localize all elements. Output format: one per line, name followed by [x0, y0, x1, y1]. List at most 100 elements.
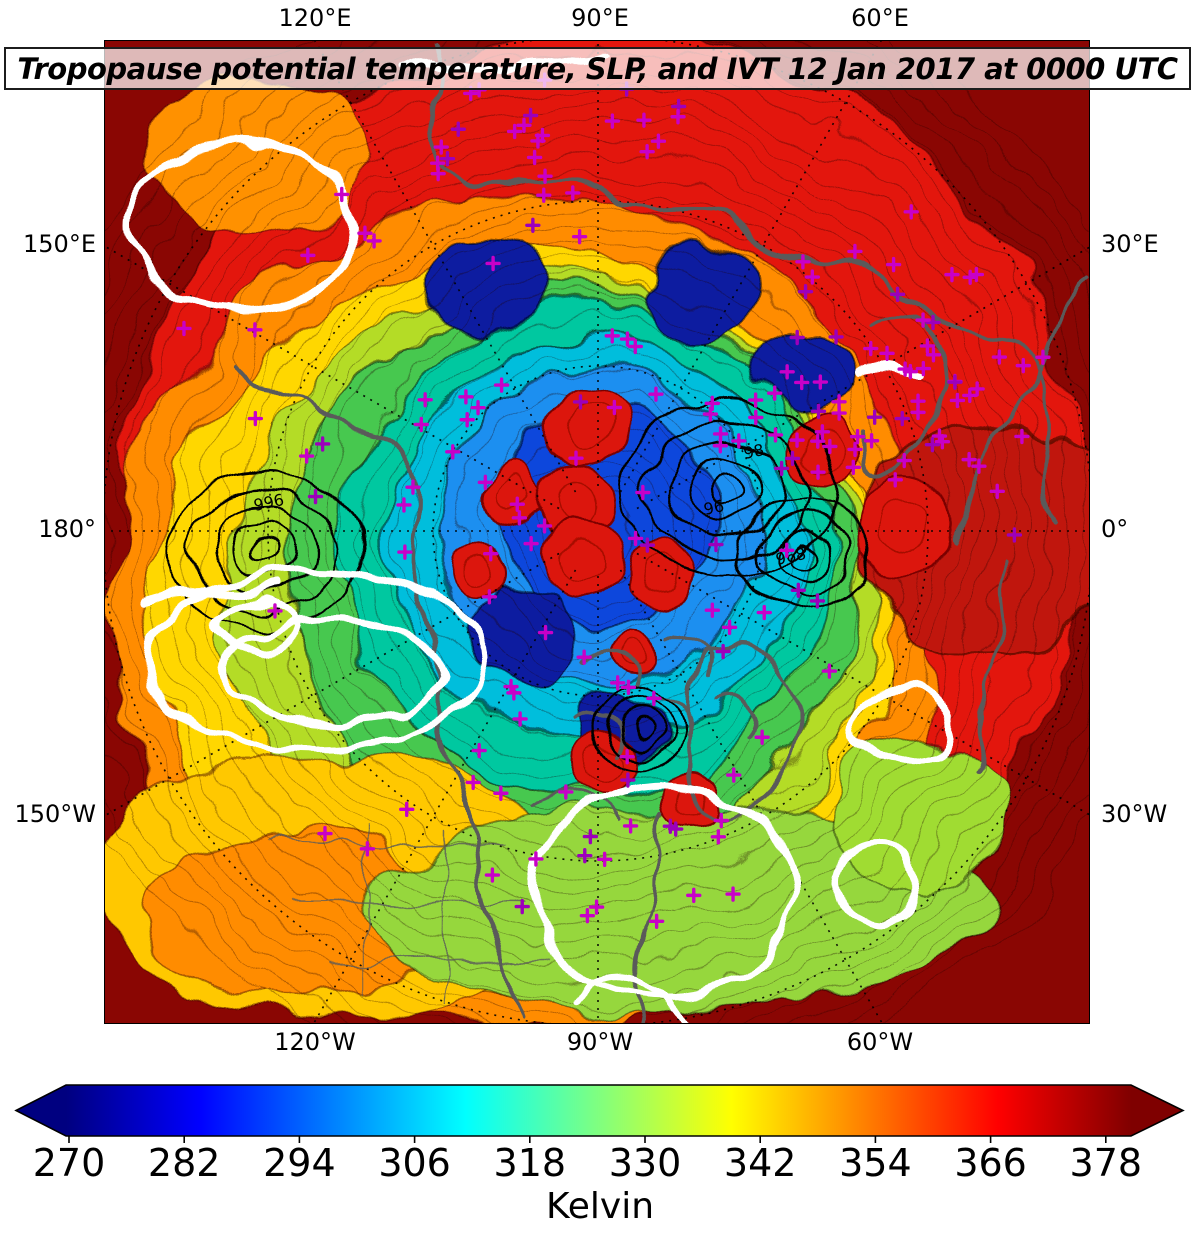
ivt-cross-marker — [298, 448, 315, 464]
lon-label-60degW: 60°W — [846, 1028, 914, 1056]
ivt-cross-marker — [712, 438, 729, 454]
lon-label-120degW: 120°W — [274, 1028, 356, 1056]
ivt-cross-marker — [715, 643, 731, 660]
ivt-cross-marker — [863, 433, 880, 449]
ivt-cross-marker — [794, 374, 810, 391]
ivt-cross-marker — [797, 283, 814, 300]
ivt-cross-marker — [725, 886, 741, 902]
colorbar-ticks: 270 282 294 306 318 330 342 354 366 378 — [33, 1136, 1142, 1185]
ivt-cross-marker — [779, 542, 795, 558]
ivt-cross-marker — [619, 331, 636, 347]
ivt-cross-marker — [991, 349, 1008, 365]
ivt-cross-marker — [821, 663, 838, 679]
hotspot-blob — [453, 541, 509, 597]
slp-contour-ring — [629, 719, 653, 739]
ivt-cross-marker — [756, 604, 772, 621]
ivt-cross-marker — [810, 403, 827, 420]
ivt-cross-marker — [523, 535, 539, 552]
lon-label-60degE: 60°E — [851, 4, 909, 32]
ivt-cross-marker — [896, 452, 912, 469]
ivt-cross-marker — [247, 410, 264, 427]
hotspot-inner-ring — [561, 536, 605, 580]
ivt-cross-marker — [314, 436, 331, 452]
ivt-cross-marker — [925, 314, 941, 331]
ivt-cross-marker — [767, 427, 784, 443]
ivt-cross-marker — [804, 269, 821, 285]
ivt-cross-marker — [572, 394, 589, 410]
figure-title: Tropopause potential temperature, SLP, a… — [4, 47, 1191, 90]
ivt-cross-marker — [812, 374, 829, 390]
colorbar-axis-label: Kelvin — [546, 1186, 654, 1227]
ivt-cross-marker — [483, 545, 499, 562]
colorbar-tick-label: 318 — [494, 1141, 567, 1185]
ivt-cross-marker — [648, 386, 664, 402]
ivt-cross-marker — [902, 363, 919, 380]
ivt-cross-marker — [477, 474, 494, 491]
ivt-cross-marker — [588, 899, 605, 915]
ivt-cross-marker — [773, 460, 790, 477]
colorbar-tick-label: 366 — [954, 1141, 1027, 1185]
ivt-cross-marker — [1014, 428, 1030, 445]
ivt-cross-marker — [713, 812, 729, 829]
ivt-cross-marker — [558, 784, 574, 800]
ivt-cross-marker — [784, 450, 801, 467]
slp-contour-ring — [619, 400, 835, 578]
ivt-cross-marker — [731, 433, 747, 449]
hotspot-blob — [544, 519, 622, 597]
colorbar-left-arrow — [16, 1085, 66, 1136]
ivt-cross-marker — [961, 451, 977, 468]
slp-contour-ring — [617, 709, 665, 749]
ivt-cross-marker — [267, 603, 283, 619]
ivt-cross-marker — [413, 416, 429, 433]
ivt-cross-marker — [579, 907, 596, 924]
ivt-cross-marker — [910, 393, 926, 409]
contour-ring — [401, 334, 795, 728]
slp-contour-ring — [605, 699, 677, 759]
hotspot-inner-ring — [563, 403, 609, 449]
hotspot-inner-ring — [493, 478, 529, 514]
ivt-cross-marker — [639, 144, 655, 160]
colorbar-outline — [14, 1084, 1185, 1137]
slp-contour-ring — [689, 458, 765, 520]
colorbar-tick-label: 330 — [609, 1141, 682, 1185]
slp-contour-ring — [755, 515, 855, 597]
hotspot-blobs — [453, 385, 954, 826]
ivt-cross-marker — [704, 395, 720, 412]
ivt-cross-marker — [754, 729, 770, 745]
ivt-cross-marker — [397, 544, 413, 560]
ivt-cross-marker — [810, 464, 826, 480]
ivt-cross-marker — [511, 510, 528, 526]
ivt-cross-marker — [748, 409, 764, 426]
ivt-cross-marker — [866, 409, 883, 425]
ivt-cross-marker — [947, 374, 963, 390]
ivt-cross-marker — [831, 394, 847, 410]
lon-label-150degW: 150°W — [14, 800, 96, 828]
ivt-cross-marker — [845, 459, 861, 476]
ivt-cross-marker — [686, 887, 702, 904]
ivt-cross-marker — [465, 774, 481, 791]
slp-contour-ring — [249, 538, 281, 564]
ivt-cross-marker — [934, 433, 951, 450]
ivt-cross-marker — [606, 399, 623, 416]
ivt-cross-marker — [810, 433, 826, 449]
ivt-cross-marker — [648, 913, 665, 930]
ivt-cross-marker — [622, 818, 639, 834]
ivt-cross-marker — [405, 479, 421, 495]
lon-label-0deg: 0° — [1101, 515, 1129, 543]
ivt-cross-marker — [571, 228, 588, 245]
ivt-cross-marker — [635, 484, 651, 501]
coastlines — [233, 41, 1089, 1023]
slp-contour-ring — [737, 500, 873, 612]
hotspot-blob — [575, 732, 637, 794]
ivt-cross-marker — [530, 133, 546, 149]
ivt-cross-marker — [915, 312, 931, 328]
ivt-cross-marker — [795, 254, 811, 270]
ivt-cross-marker — [576, 649, 592, 665]
ivt-cross-marker — [528, 851, 544, 867]
ivt-cross-marker — [670, 109, 686, 125]
hotspot-blob — [610, 633, 656, 679]
ivt-cross-marker — [971, 458, 987, 474]
ivt-cross-marker — [537, 168, 553, 184]
